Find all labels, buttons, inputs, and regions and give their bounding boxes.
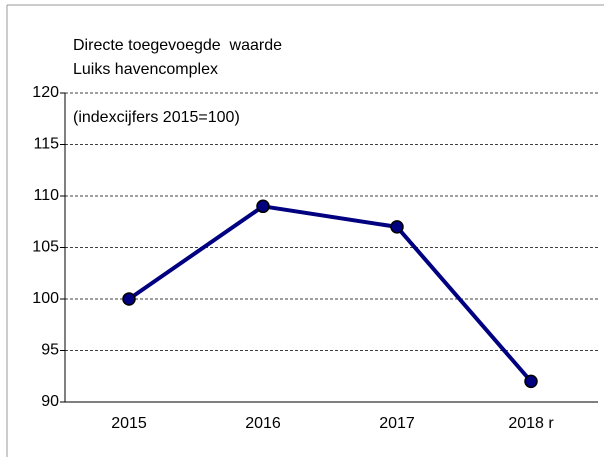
y-tick-label: 90 (41, 393, 59, 410)
x-tick-label: 2016 (245, 415, 281, 432)
y-tick-label: 110 (33, 187, 59, 204)
line (127, 204, 533, 383)
x-tick-label: 2018 r (508, 415, 554, 432)
chart-title: Luiks havencomplex (73, 61, 218, 78)
x-tick-label: 2015 (111, 415, 147, 432)
y-tick-label: 100 (32, 290, 59, 307)
y-tick-label: 115 (33, 136, 59, 153)
y-tick-label: 95 (41, 342, 59, 359)
chart-title: Directe toegevoegde waarde (73, 37, 282, 54)
marker (256, 199, 270, 214)
marker (122, 292, 136, 306)
y-tick-label: 105 (32, 239, 59, 256)
y-tick-label: 120 (32, 84, 59, 101)
marker (524, 374, 538, 389)
marker (390, 220, 404, 234)
annotation: (indexcijfers 2015=100) (73, 109, 240, 126)
x-tick-label: 2017 (379, 415, 415, 432)
